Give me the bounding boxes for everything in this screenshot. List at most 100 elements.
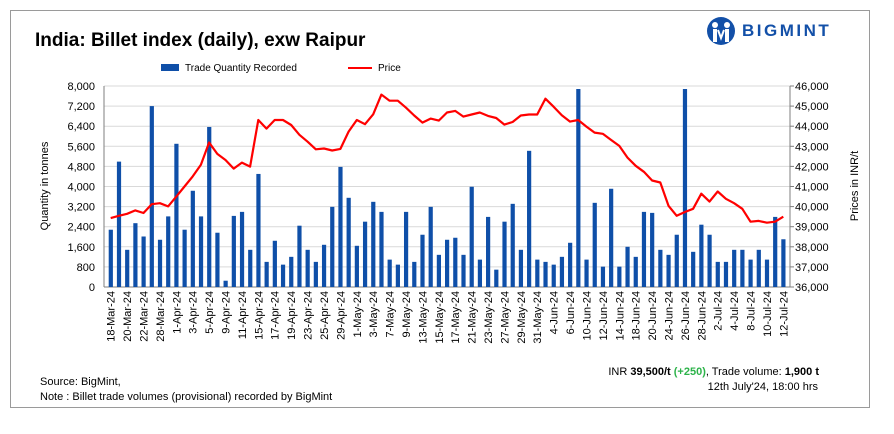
left-tick-label: 3,200 <box>67 202 95 214</box>
x-tick-label: 4-Jun-24 <box>549 291 561 334</box>
summary-change: (+250) <box>673 366 706 378</box>
x-tick-label: 17-May-24 <box>450 291 462 344</box>
x-tick-label: 6-Jun-24 <box>565 291 577 334</box>
bar <box>420 234 425 287</box>
right-axis-title: Prices in INR/t <box>849 151 861 221</box>
bar <box>551 264 556 287</box>
left-tick-label: 2,400 <box>67 222 95 234</box>
x-tick-label: 12-Jun-24 <box>598 291 610 341</box>
x-tick-label: 9-May-24 <box>401 291 413 337</box>
right-tick-label: 46,000 <box>795 81 829 93</box>
summary-prefix: INR <box>608 366 631 378</box>
brand-name: BIGMINT <box>742 21 832 40</box>
bar <box>371 201 376 287</box>
x-tick-label: 11-Apr-24 <box>237 291 249 339</box>
x-tick-label: 22-Mar-24 <box>139 291 151 342</box>
summary-volume: 1,900 t <box>784 366 819 378</box>
bar <box>182 229 187 287</box>
bar <box>223 280 228 287</box>
bar <box>682 89 688 287</box>
x-tick-label: 18-Jun-24 <box>631 291 643 341</box>
bar <box>166 216 171 287</box>
bar <box>157 239 163 287</box>
bar <box>141 236 146 287</box>
legend-bar-label: Trade Quantity Recorded <box>185 63 297 74</box>
x-tick-label: 20-Mar-24 <box>122 291 134 342</box>
right-tick-label: 39,000 <box>795 222 829 234</box>
bar <box>699 224 704 287</box>
bar <box>740 249 745 287</box>
x-tick-label: 15-May-24 <box>434 291 446 344</box>
bar <box>412 261 417 287</box>
x-tick-label: 3-Apr-24 <box>188 291 200 334</box>
bar <box>748 259 753 287</box>
bar <box>568 242 573 287</box>
bar <box>116 161 122 287</box>
bar <box>518 249 524 287</box>
bar <box>453 237 458 287</box>
right-tick-label: 43,000 <box>795 141 829 153</box>
bar <box>379 211 384 287</box>
bar <box>707 234 712 287</box>
left-tick-label: 8,000 <box>67 81 95 93</box>
bar <box>584 259 589 287</box>
x-tick-label: 19-Apr-24 <box>286 291 298 340</box>
bar <box>641 211 647 287</box>
bar <box>231 215 236 287</box>
bar <box>395 264 400 287</box>
bar <box>617 266 622 287</box>
right-tick-label: 45,000 <box>795 101 829 113</box>
x-tick-label: 28-Jun-24 <box>696 291 708 341</box>
price-summary: INR 39,500/t (+250), Trade volume: 1,900… <box>608 366 819 378</box>
bar <box>486 216 491 287</box>
left-tick-label: 800 <box>77 262 95 274</box>
bar <box>215 232 220 287</box>
bar <box>190 190 195 287</box>
bar <box>289 256 294 287</box>
bar <box>502 221 507 287</box>
bar <box>756 249 761 287</box>
bar <box>207 126 212 287</box>
left-tick-label: 6,400 <box>67 121 95 133</box>
x-tick-label: 29-Apr-24 <box>335 291 347 340</box>
price-line <box>110 93 784 224</box>
x-tick-label: 21-May-24 <box>467 291 479 344</box>
bar <box>403 211 409 287</box>
x-tick-label: 15-Apr-24 <box>253 291 265 340</box>
x-tick-label: 14-Jun-24 <box>614 291 626 341</box>
bar <box>280 264 286 287</box>
bigmint-logo: BIGMINT <box>706 16 831 46</box>
left-tick-label: 4,800 <box>67 161 95 173</box>
bar <box>313 261 318 287</box>
bar <box>362 221 368 287</box>
right-tick-label: 40,000 <box>795 202 829 214</box>
right-tick-label: 36,000 <box>795 282 829 294</box>
bar <box>469 186 474 287</box>
bar <box>174 143 179 287</box>
bar <box>781 239 786 287</box>
bar <box>477 259 483 287</box>
bar <box>633 256 638 287</box>
x-tick-label: 25-Apr-24 <box>319 291 331 340</box>
bar <box>149 106 154 287</box>
bar <box>715 261 720 287</box>
bar <box>674 234 679 287</box>
bar <box>650 212 655 287</box>
left-axis-title: Quantity in tonnes <box>39 141 51 230</box>
x-tick-label: 12-Jul-24 <box>778 291 790 337</box>
x-tick-label: 1-Apr-24 <box>171 291 183 334</box>
bar <box>666 254 671 287</box>
bar <box>297 225 302 287</box>
bar <box>248 249 253 287</box>
x-tick-label: 23-Apr-24 <box>303 291 315 340</box>
bar <box>535 259 540 287</box>
bar <box>346 197 351 287</box>
bar <box>305 249 310 287</box>
x-tick-label: 10-Jun-24 <box>581 291 593 341</box>
bar <box>559 256 565 287</box>
bar <box>625 246 630 287</box>
bar <box>428 206 433 287</box>
x-tick-label: 17-Apr-24 <box>270 291 282 340</box>
